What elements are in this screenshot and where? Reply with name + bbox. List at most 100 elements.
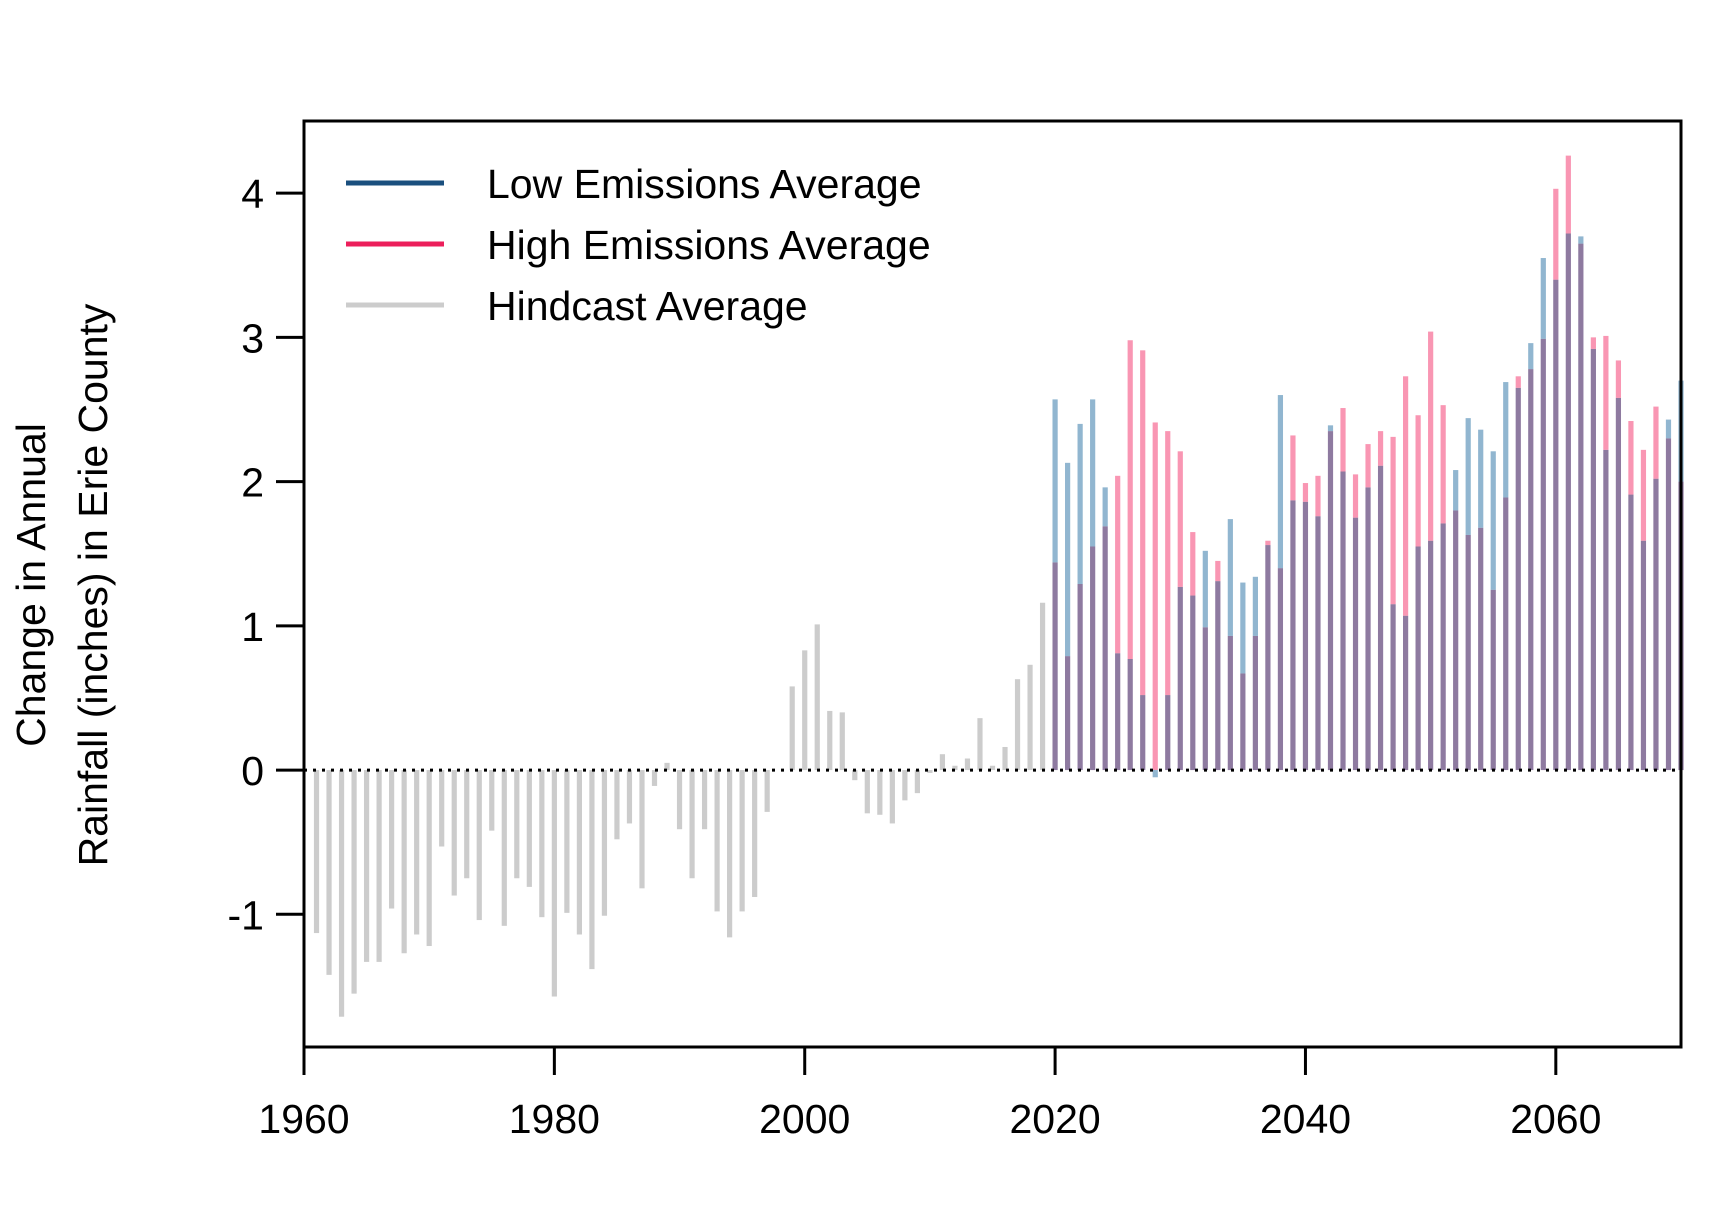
low-emissions-bar	[1277, 395, 1284, 569]
high-emissions-bar	[1302, 483, 1309, 502]
overlap-bar	[1077, 584, 1083, 771]
hindcast-bar	[689, 770, 695, 879]
hindcast-bar	[363, 770, 370, 962]
low-emissions-bar	[1152, 770, 1158, 778]
hindcast-bar	[526, 770, 532, 887]
hindcast-bar	[426, 770, 432, 947]
overlap-bar	[1302, 501, 1309, 771]
overlap-bar	[1315, 516, 1321, 771]
overlap-bar	[1403, 615, 1409, 771]
hindcast-bar	[902, 770, 908, 801]
hindcast-bar	[1014, 679, 1021, 771]
hindcast-bar	[939, 754, 946, 771]
y-tick-label: -1	[228, 892, 264, 938]
high-emissions-bar	[1415, 415, 1421, 547]
x-tick-label: 2000	[759, 1096, 850, 1142]
hindcast-bar	[952, 765, 958, 771]
low-emissions-bar	[1665, 419, 1672, 439]
overlap-bar	[1440, 523, 1446, 771]
low-emissions-bar	[1453, 470, 1459, 511]
y-tick-label: 1	[241, 604, 264, 650]
overlap-bar	[1628, 494, 1634, 771]
low-emissions-bar	[1252, 576, 1258, 636]
overlap-bar	[1265, 545, 1271, 771]
overlap-bar	[1515, 387, 1521, 771]
overlap-bar	[1352, 517, 1359, 771]
hindcast-bar	[401, 770, 407, 954]
low-emissions-bar	[1490, 451, 1496, 590]
overlap-bar	[1503, 497, 1509, 771]
hindcast-bar	[451, 770, 457, 896]
overlap-bar	[1227, 635, 1233, 771]
hindcast-bar	[351, 770, 357, 994]
overlap-bar	[1290, 500, 1296, 771]
high-emissions-bar	[1165, 431, 1171, 696]
overlap-bar	[1340, 471, 1346, 771]
high-emissions-bar	[1428, 331, 1434, 541]
hindcast-bar	[601, 770, 608, 916]
high-emissions-bar	[1590, 337, 1596, 349]
overlap-bar	[1640, 540, 1647, 771]
high-emissions-bar	[1190, 532, 1196, 596]
overlap-bar	[1202, 627, 1208, 771]
bars-layer	[313, 155, 1684, 1017]
high-emissions-bar	[1365, 444, 1371, 488]
plot-frame	[302, 119, 1683, 1049]
overlap-bar	[1615, 397, 1622, 771]
hindcast-bar	[914, 770, 920, 794]
hindcast-bar	[802, 650, 808, 771]
high-emissions-bar	[1615, 360, 1622, 398]
hindcast-bar	[752, 770, 758, 897]
hindcast-bar	[676, 770, 683, 830]
hindcast-bar	[326, 770, 332, 975]
overlap-bar	[1190, 595, 1196, 771]
high-emissions-bar	[1377, 431, 1384, 466]
overlap-bar	[1565, 233, 1571, 771]
low-emissions-bar	[1090, 399, 1096, 547]
hindcast-bar	[489, 770, 495, 831]
high-emissions-bar	[1265, 540, 1271, 546]
hindcast-bar	[764, 770, 770, 812]
low-emissions-bar	[1528, 343, 1534, 370]
y-tick-label: 0	[241, 748, 264, 794]
overlap-bar	[1252, 635, 1258, 771]
hindcast-bar	[464, 770, 470, 879]
overlap-bar	[1603, 449, 1609, 771]
hindcast-bar	[989, 765, 996, 771]
overlap-bar	[1528, 369, 1534, 771]
legend: Low Emissions Average High Emissions Aver…	[346, 161, 931, 329]
low-emissions-bar	[1503, 382, 1509, 498]
y-axis-title-line-1: Change in Annual	[8, 423, 54, 747]
y-tick-label: 3	[241, 315, 264, 361]
overlap-bar	[1102, 526, 1108, 771]
overlap-bar	[1365, 487, 1371, 771]
hindcast-bar	[964, 758, 971, 771]
hindcast-bar	[1027, 664, 1033, 771]
high-emissions-bar	[1628, 421, 1634, 495]
high-emissions-bar	[1515, 376, 1521, 388]
overlap-bar	[1127, 659, 1133, 771]
hindcast-bar	[639, 770, 645, 889]
overlap-bar	[1590, 348, 1596, 771]
overlap-bar	[1277, 568, 1284, 771]
overlap-bar	[1665, 438, 1672, 771]
hindcast-bar	[576, 770, 582, 935]
hindcast-bar	[664, 762, 670, 771]
hindcast-bar	[814, 624, 820, 771]
hindcast-bar	[338, 770, 345, 1017]
overlap-bar	[1090, 546, 1096, 771]
hindcast-bar	[539, 770, 545, 918]
high-emissions-bar	[1640, 449, 1647, 541]
hindcast-bar	[889, 770, 895, 824]
y-tick-label: 4	[241, 171, 264, 217]
overlap-bar	[1653, 478, 1659, 771]
low-emissions-bar	[1065, 462, 1071, 657]
overlap-bar	[1377, 465, 1384, 771]
overlap-bar	[1052, 562, 1058, 771]
x-tick-label: 1960	[258, 1096, 349, 1142]
overlap-bar	[1115, 653, 1121, 771]
overlap-bar	[1578, 243, 1584, 771]
high-emissions-bar	[1215, 560, 1221, 582]
legend-label-high: High Emissions Average	[487, 222, 931, 268]
